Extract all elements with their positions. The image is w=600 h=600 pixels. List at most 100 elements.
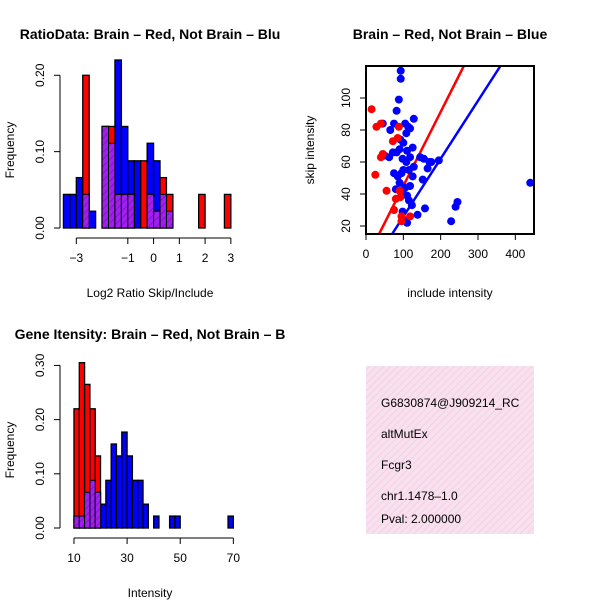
not-brain-point: [423, 164, 432, 173]
axes-group: 10 30 50 70 0.00 0.10 0.20 0.30: [33, 353, 240, 565]
brain-bar: [78, 362, 86, 529]
not-brain-point: [386, 126, 395, 134]
y-tick-label: 0.30: [33, 353, 47, 377]
not-brain-bar: [110, 443, 118, 529]
not-brain-bar: [62, 193, 71, 229]
x-tick-label: 2: [202, 251, 209, 265]
overlap-bar: [94, 491, 102, 529]
not-brain-point: [394, 95, 403, 104]
x-tick-label: 3: [228, 251, 235, 265]
overlap-bar: [165, 210, 174, 229]
brain-point: [395, 186, 404, 195]
x-tick-label: 200: [431, 247, 451, 261]
not-brain-point: [402, 129, 411, 138]
overlap-bar: [153, 210, 161, 229]
brain-bar: [223, 193, 232, 229]
x-axis-label: Intensity: [128, 586, 173, 600]
not-brain-bar: [137, 479, 144, 529]
brain-point: [394, 122, 403, 131]
brain-point: [390, 206, 398, 214]
not-brain-bar: [105, 479, 112, 529]
not-brain-bar: [133, 160, 142, 229]
brain-bar: [73, 408, 80, 529]
not-brain-point: [393, 172, 402, 181]
y-axis-label: skip intensity: [303, 116, 317, 185]
overlap-bar: [82, 193, 90, 229]
not-brain-point: [392, 106, 401, 115]
y-tick-label: 80: [339, 123, 353, 137]
bars-group: [62, 59, 232, 229]
brain-point: [397, 217, 406, 226]
brain-point: [406, 212, 415, 221]
chart-title: Gene Itensity: Brain – Red, Not Brain – …: [15, 326, 286, 342]
y-tick-label: 60: [339, 155, 353, 169]
not-brain-bar: [75, 176, 84, 229]
not-brain-bar: [174, 515, 181, 529]
not-brain-point: [404, 166, 413, 174]
overlap-bar: [120, 193, 129, 229]
not-brain-point: [402, 158, 411, 166]
info-panel: G6830874@J909214_RC altMutEx Fcgr3 chr1.…: [366, 366, 534, 534]
not-brain-point: [447, 217, 456, 226]
not-brain-point: [396, 74, 405, 83]
x-tick-label: 100: [393, 247, 413, 261]
not-brain-point: [408, 172, 417, 181]
overlap-bar: [84, 491, 91, 529]
not-brain-point: [392, 148, 401, 157]
not-brain-point: [395, 178, 404, 187]
points-group: [367, 66, 535, 227]
not-brain-point: [427, 158, 436, 166]
not-brain-point: [385, 153, 394, 162]
not-brain-bar: [227, 515, 234, 529]
event-type: altMutEx: [381, 427, 428, 441]
overlap-bar: [127, 193, 135, 229]
pval: Pval: 2.000000: [381, 512, 461, 526]
not-brain-point: [434, 156, 443, 165]
brain-bar: [140, 160, 148, 229]
intensity-histogram: Gene Itensity: Brain – Red, Not Brain – …: [3, 326, 285, 600]
not-brain-bar: [121, 431, 128, 529]
axes-group: −3 −1 0 1 2 3 0.00 0.10 0.20: [33, 63, 235, 265]
not-brain-point: [403, 146, 412, 155]
overlap-bar: [78, 515, 86, 529]
not-brain-bar: [142, 503, 149, 529]
not-brain-bar: [168, 515, 176, 529]
x-tick-label: 50: [174, 551, 188, 565]
brain-point: [388, 137, 397, 146]
not-brain-point: [418, 175, 427, 184]
brain-point: [382, 186, 391, 195]
brain-bar: [198, 193, 206, 229]
not-brain-point: [526, 178, 535, 187]
not-brain-bar: [88, 210, 97, 229]
brain-point: [391, 194, 400, 203]
not-brain-point: [413, 210, 422, 219]
x-tick-label: 0: [150, 251, 157, 265]
y-tick-label: 0.00: [33, 516, 47, 540]
y-tick-label: 0.10: [33, 462, 47, 486]
brain-fit-line: [377, 65, 465, 235]
x-tick-label: 10: [67, 551, 81, 565]
chart-title: RatioData: Brain – Red, Not Brain – Blu: [20, 26, 281, 42]
x-tick-label: 1: [176, 251, 183, 265]
y-tick-label: 20: [339, 219, 353, 233]
y-tick-label: 0.20: [33, 408, 47, 432]
not-brain-bar: [131, 479, 139, 529]
x-tick-label: 30: [120, 551, 134, 565]
overlap-bar: [73, 515, 80, 529]
not-brain-bar: [115, 455, 123, 529]
not-brain-bar: [153, 515, 160, 529]
overlap-bar: [108, 142, 116, 229]
not-brain-point: [451, 202, 460, 211]
x-tick-label: −1: [121, 251, 135, 265]
overlap-bar: [114, 193, 122, 229]
x-tick-label: −3: [69, 251, 83, 265]
x-tick-label: 400: [505, 247, 525, 261]
axes-group: 0 100 200 300 400 20 40 60 80 100: [339, 65, 535, 261]
chart-title: Brain – Red, Not Brain – Blue: [353, 26, 548, 42]
y-tick-label: 100: [339, 88, 353, 108]
x-tick-label: 300: [468, 247, 488, 261]
overlap-bar: [159, 193, 167, 229]
x-tick-label: 70: [227, 551, 241, 565]
probe-id: G6830874@J909214_RC: [381, 396, 520, 410]
brain-point: [376, 119, 385, 128]
